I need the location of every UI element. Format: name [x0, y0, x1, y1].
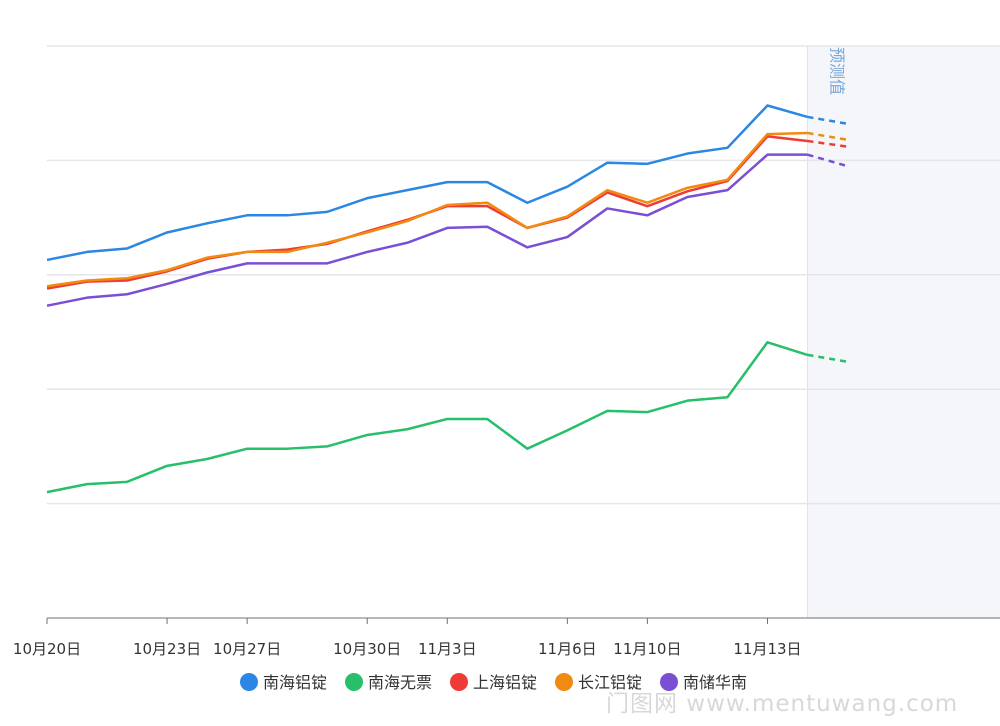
- legend-label: 南海铝锭: [263, 673, 327, 692]
- x-tick-label: 10月23日: [133, 640, 201, 658]
- x-tick-label: 11月13日: [733, 640, 801, 658]
- series-line-4: [46, 153, 808, 307]
- x-tick-label: 10月27日: [213, 640, 281, 658]
- series-forecast-1: [807, 353, 848, 363]
- series-forecast-0: [807, 115, 848, 126]
- series-forecast-4: [807, 153, 848, 168]
- legend-label: 南储华南: [683, 673, 747, 692]
- legend-marker: [450, 673, 468, 691]
- legend-marker: [345, 673, 363, 691]
- legend-marker: [555, 673, 573, 691]
- series-line-0: [46, 104, 808, 262]
- x-tick-label: 11月6日: [538, 640, 597, 658]
- x-axis-ticks: 10月20日 10月23日 10月27日 10月30日 11月3日 11月6日 11月10日…: [13, 618, 802, 658]
- legend: 南海铝锭 南海无票 上海铝锭 长江铝锭 南储华南: [240, 673, 747, 692]
- legend-marker: [660, 673, 678, 691]
- grid-lines: [47, 45, 1000, 505]
- series-lines: [46, 104, 848, 494]
- series-line-3: [46, 131, 808, 288]
- x-tick-label: 11月3日: [418, 640, 477, 658]
- legend-label: 长江铝锭: [578, 673, 642, 692]
- legend-label: 南海无票: [368, 673, 432, 692]
- x-tick-label: 11月10日: [613, 640, 681, 658]
- series-line-1: [46, 341, 808, 494]
- forecast-label: 预测值: [827, 47, 846, 95]
- forecast-region: [807, 46, 1000, 618]
- series-forecast-2: [807, 139, 848, 148]
- series-forecast-3: [807, 131, 848, 142]
- legend-label: 上海铝锭: [473, 673, 537, 692]
- watermark: 门图网 www.mentuwang.com: [606, 691, 958, 717]
- x-tick-label: 10月30日: [333, 640, 401, 658]
- legend-marker: [240, 673, 258, 691]
- x-tick-label: 10月20日: [13, 640, 81, 658]
